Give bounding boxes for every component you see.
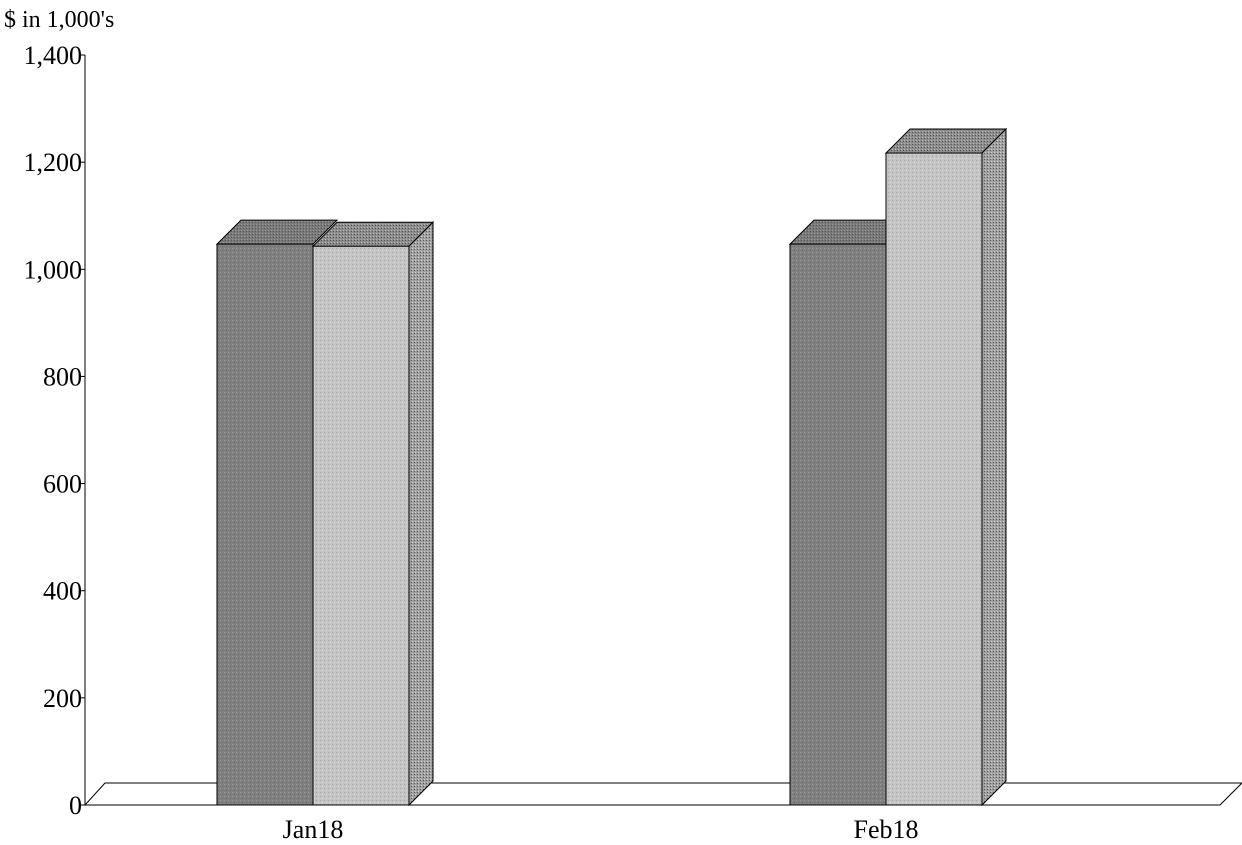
y-tick-label: 0 [69, 791, 82, 820]
bar-Jan18-series-1 [215, 219, 339, 806]
bar-front-face [216, 243, 314, 806]
bar-front-face [312, 245, 410, 806]
y-tick-label: 400 [43, 577, 82, 606]
bar-Feb18-series-1 [788, 219, 912, 806]
x-category-label: Jan18 [283, 815, 344, 844]
y-tick-label: 200 [43, 684, 82, 713]
x-axis: Jan18 Feb18 [283, 815, 919, 844]
bar-side-face [408, 221, 434, 807]
bar-front-face [789, 243, 887, 806]
y-axis-unit-label: $ in 1,000's [4, 7, 114, 33]
bar-Feb18-series-2 [884, 127, 1008, 807]
y-tick-label: 800 [43, 362, 82, 391]
x-category-label: Feb18 [854, 815, 919, 844]
y-tick-label: 600 [43, 470, 82, 499]
bar-Jan18-series-2 [311, 221, 435, 807]
y-tick-label: 1,400 [24, 41, 83, 70]
y-tick-label: 1,000 [24, 255, 83, 284]
y-tick-label: 1,200 [24, 148, 83, 177]
bar-side-face [981, 127, 1007, 807]
y-axis: 0 200 400 600 800 1,000 1,200 1,400 [24, 41, 86, 820]
bars [215, 127, 1008, 807]
bar-front-face [885, 152, 983, 806]
